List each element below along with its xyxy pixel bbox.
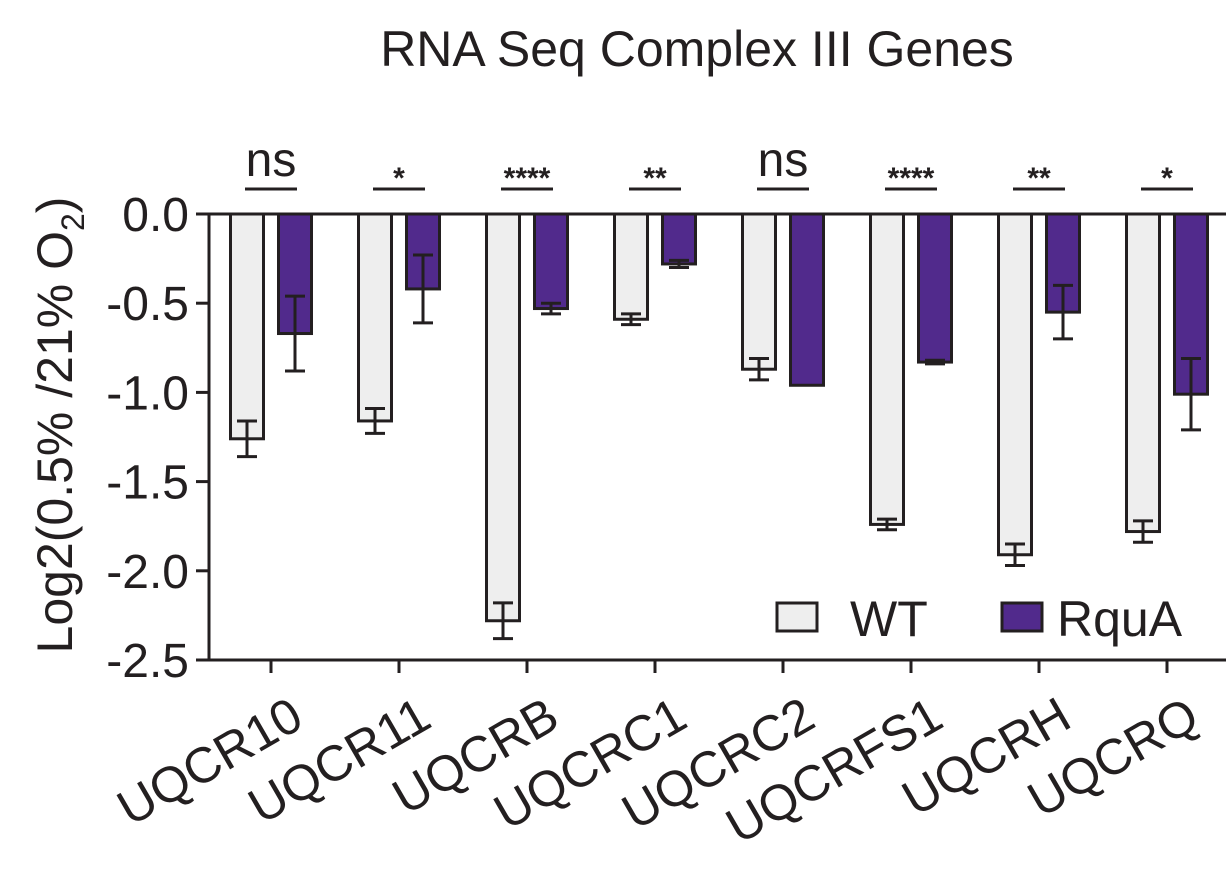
legend: WT RquA	[775, 591, 1183, 647]
legend-swatch-rqua	[1000, 601, 1044, 633]
legend-swatch-wt	[775, 601, 819, 633]
bar-wt	[229, 212, 265, 441]
y-tick-label: -2.0	[106, 546, 189, 599]
bar-wt	[869, 212, 905, 526]
significance-label: *	[1161, 162, 1173, 195]
significance-label: **	[1027, 162, 1051, 195]
y-tick-label: 0.0	[122, 189, 189, 242]
y-axis-label-text: Log2(0.5% /21% O2)	[27, 197, 91, 654]
bar-wt	[997, 212, 1033, 557]
significance-label: ****	[504, 162, 551, 195]
legend-label-rqua: RquA	[1057, 591, 1183, 647]
significance-label: *	[393, 162, 405, 195]
significance-label: **	[643, 162, 667, 195]
y-tick-label: -1.0	[106, 367, 189, 420]
plot-area: 0.0-0.5-1.0-1.5-2.0-2.5nsUQCR10*UQCR11**…	[106, 134, 1226, 854]
chart-title: RNA Seq Complex III Genes	[380, 21, 1014, 77]
significance-label: ns	[246, 134, 297, 187]
bar-wt	[485, 212, 521, 623]
y-axis-label-subscript: 2	[55, 213, 91, 231]
bar-rqua	[917, 212, 953, 364]
y-tick-label: -0.5	[106, 278, 189, 331]
y-axis-label-close: )	[27, 197, 83, 214]
bar-rqua	[533, 212, 569, 311]
bar-wt	[357, 212, 393, 423]
bar-wt	[741, 212, 777, 371]
significance-label: ****	[888, 162, 935, 195]
legend-label-wt: WT	[850, 591, 928, 647]
y-tick-label: -1.5	[106, 457, 189, 510]
bar-rqua	[789, 212, 825, 387]
bar-rqua	[661, 212, 697, 266]
bar-wt	[1125, 212, 1161, 534]
y-tick-label: -2.5	[106, 635, 189, 688]
bar-wt	[613, 212, 649, 321]
y-axis-label-main: Log2(0.5% /21% O	[27, 231, 83, 654]
significance-label: ns	[758, 134, 809, 187]
y-axis-label: Log2(0.5% /21% O2)	[27, 197, 91, 654]
